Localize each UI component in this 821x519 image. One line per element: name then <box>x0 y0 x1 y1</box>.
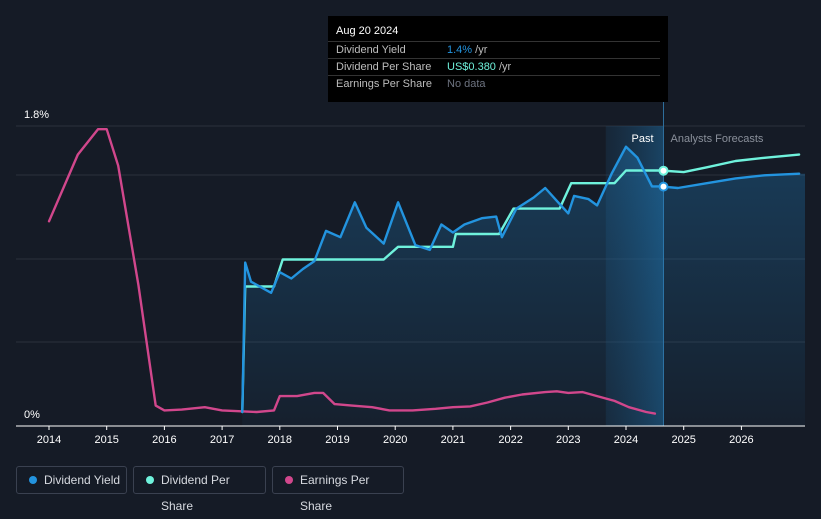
dividend-yield-marker <box>658 181 669 192</box>
past-label: Past <box>631 133 653 145</box>
x-tick-label: 2016 <box>152 434 176 446</box>
tooltip-value: No data <box>447 78 486 90</box>
forecast-label: Analysts Forecasts <box>671 133 764 145</box>
legend-dot-icon <box>146 476 154 484</box>
tooltip-value: US$0.380 /yr <box>447 61 512 73</box>
tooltip-row-earnings-per-share: Earnings Per Share No data <box>328 75 660 93</box>
x-tick-label: 2023 <box>556 434 580 446</box>
earnings-per-share-line <box>47 127 657 415</box>
legend-earnings-per-share[interactable]: Earnings Per Share <box>272 466 404 513</box>
tooltip-row-dividend-yield: Dividend Yield 1.4% /yr <box>328 41 660 59</box>
chart-tooltip: Aug 20 2024 Dividend Yield 1.4% /yr Divi… <box>328 16 668 102</box>
dividend-yield-line <box>241 145 801 414</box>
x-tick-label: 2026 <box>729 434 753 446</box>
tooltip-value: 1.4% /yr <box>447 44 488 56</box>
x-tick-label: 2014 <box>37 434 61 446</box>
legend-dot-icon <box>29 476 37 484</box>
legend-dividend-yield[interactable]: Dividend Yield <box>16 466 127 494</box>
tooltip-label: Dividend Per Share <box>336 61 432 73</box>
x-tick-label: 2020 <box>383 434 407 446</box>
tooltip-date: Aug 20 2024 <box>336 25 399 37</box>
y-tick-label: 1.8% <box>24 109 49 121</box>
x-tick-label: 2025 <box>671 434 695 446</box>
tooltip-label: Dividend Yield <box>336 44 406 56</box>
legend-dot-icon <box>285 476 293 484</box>
tooltip-row-dividend-per-share: Dividend Per Share US$0.380 /yr <box>328 58 660 76</box>
dividend-yield-area <box>242 146 806 426</box>
x-tick-label: 2018 <box>268 434 292 446</box>
chart-canvas: Past Analysts Forecasts 1.8% 0% 2014 2015 2016… <box>16 16 806 446</box>
x-tick-label: 2017 <box>210 434 234 446</box>
dividend-chart: Past Analysts Forecasts 1.8% 0% 2014 2015 2016… <box>16 16 806 513</box>
dividend-per-share-marker <box>658 165 669 176</box>
tooltip-label: Earnings Per Share <box>336 78 432 90</box>
x-tick-label: 2021 <box>441 434 465 446</box>
dividend-per-share-line <box>241 153 801 414</box>
x-tick-label: 2019 <box>325 434 349 446</box>
legend-label: Dividend Yield <box>44 473 121 487</box>
x-tick-label: 2015 <box>94 434 118 446</box>
y-tick-label: 0% <box>24 409 40 421</box>
x-tick-label: 2022 <box>498 434 522 446</box>
legend-dividend-per-share[interactable]: Dividend Per Share <box>133 466 266 513</box>
x-tick-label: 2024 <box>614 434 638 446</box>
